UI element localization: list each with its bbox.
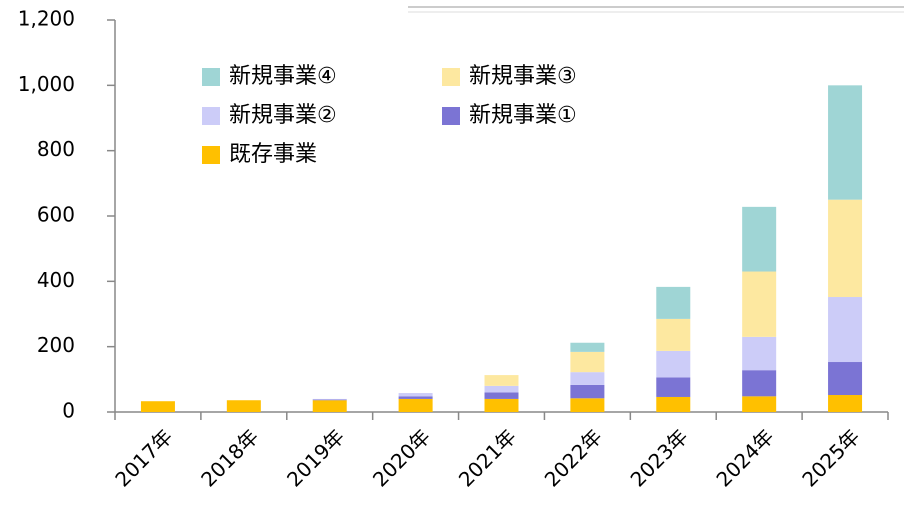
bar-segment xyxy=(398,393,433,397)
bar-segment xyxy=(398,396,433,399)
bar-segment xyxy=(570,342,605,352)
bar-segment xyxy=(570,398,605,412)
bar-segment xyxy=(742,271,777,337)
y-tick-label: 1,200 xyxy=(18,7,75,31)
legend-swatch xyxy=(442,68,460,86)
bar-segment xyxy=(484,375,519,386)
legend-label: 新規事業③ xyxy=(469,64,577,89)
bar-segment xyxy=(828,362,863,396)
bar-segment xyxy=(484,398,519,412)
legend-swatch xyxy=(202,107,220,125)
legend-label: 既存事業 xyxy=(229,142,317,167)
legend-label: 新規事業④ xyxy=(229,64,337,89)
bar-segment xyxy=(312,400,347,412)
bar-segment xyxy=(398,398,433,412)
bar-segment xyxy=(656,350,691,378)
bar-segment xyxy=(656,286,691,319)
x-tick-label: 2018年 xyxy=(196,424,263,491)
bar-segment xyxy=(484,392,519,399)
bar-segment xyxy=(742,336,777,371)
y-tick-label: 800 xyxy=(37,137,75,161)
bar-segment xyxy=(828,395,863,412)
bar-segment xyxy=(742,396,777,412)
bar-segment xyxy=(828,85,863,200)
bar-segment xyxy=(656,377,691,397)
bar-segment xyxy=(656,318,691,351)
bar-segment xyxy=(570,384,605,399)
bar-segment xyxy=(742,370,777,397)
x-tick-label: 2022年 xyxy=(540,424,607,491)
bar-segment xyxy=(140,401,175,412)
x-tick-label: 2020年 xyxy=(368,424,435,491)
bar-segment xyxy=(742,206,777,272)
legend-label: 新規事業② xyxy=(229,103,337,128)
bar-segment xyxy=(570,372,605,385)
legend-swatch xyxy=(442,107,460,125)
y-tick-label: 200 xyxy=(37,333,75,357)
x-tick-label: 2019年 xyxy=(282,424,349,491)
bar-segment xyxy=(828,297,863,363)
bar-segment xyxy=(484,385,519,393)
x-tick-label: 2024年 xyxy=(711,424,778,491)
bar-segment xyxy=(312,398,347,400)
y-tick-label: 0 xyxy=(62,399,75,423)
x-tick-label: 2017年 xyxy=(110,424,177,491)
x-tick-label: 2025年 xyxy=(797,424,864,491)
bar-segment xyxy=(226,400,261,412)
legend-label: 新規事業① xyxy=(469,103,577,128)
x-tick-label: 2023年 xyxy=(626,424,693,491)
bar-segment xyxy=(570,351,605,373)
y-tick-label: 400 xyxy=(37,268,75,292)
legend-swatch xyxy=(202,146,220,164)
bar-segment xyxy=(828,199,863,298)
y-tick-label: 1,000 xyxy=(18,72,75,96)
y-tick-label: 600 xyxy=(37,203,75,227)
bar-segment xyxy=(312,399,347,401)
legend-swatch xyxy=(202,68,220,86)
bar-segment xyxy=(656,396,691,412)
x-tick-label: 2021年 xyxy=(454,424,521,491)
